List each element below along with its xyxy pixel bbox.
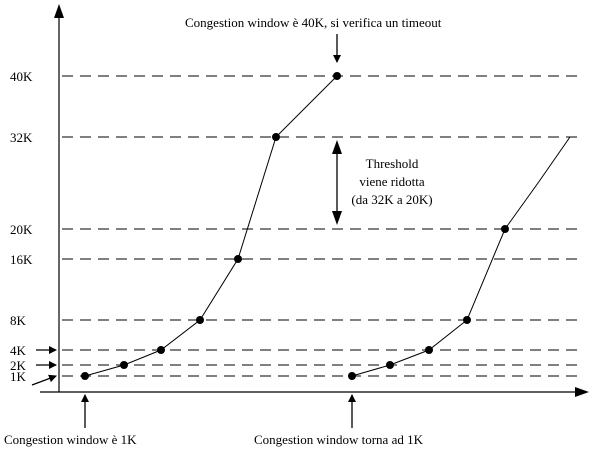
- series-line-1: [84, 75, 338, 377]
- data-point-s1-1: [81, 372, 89, 380]
- y-tick-label-8K: 8K: [10, 313, 27, 328]
- series-line-2: [351, 136, 571, 377]
- x-axis-arrowhead: [575, 387, 589, 397]
- annotation-timeout: Congestion window è 40K, si verifica un …: [185, 15, 442, 30]
- data-point-s2-1: [348, 372, 356, 380]
- data-point-s1-2: [120, 361, 128, 369]
- y-tick-label-4K: 4K: [10, 343, 27, 358]
- threshold-arrowhead-down: [332, 211, 342, 225]
- data-point-s1-4: [196, 316, 204, 324]
- y-tick-arrow-1K: [31, 374, 57, 386]
- data-point-s2-4: [463, 316, 471, 324]
- data-points: [81, 72, 509, 380]
- data-point-s1-3: [157, 346, 165, 354]
- y-tick-label-16K: 16K: [10, 252, 33, 267]
- y-tick-label-2K: 2K: [10, 358, 27, 373]
- data-point-s2-3: [425, 346, 433, 354]
- data-point-s1-6: [272, 133, 280, 141]
- y-tick-label-1K: 1K: [10, 369, 27, 384]
- data-point-s2-5: [501, 225, 509, 233]
- annotation-start-label: Congestion window è 1K: [4, 432, 137, 447]
- threshold-label-3: (da 32K a 20K): [351, 192, 432, 207]
- data-point-s1-5: [234, 255, 242, 263]
- gridlines: [62, 75, 578, 377]
- y-axis-arrowhead: [54, 4, 64, 18]
- y-tick-label-20K: 20K: [10, 222, 33, 237]
- y-tick-label-40K: 40K: [10, 69, 33, 84]
- series-lines: [84, 75, 571, 377]
- annotation-restart-label: Congestion window torna ad 1K: [254, 432, 424, 447]
- y-tick-label-32K: 32K: [10, 130, 33, 145]
- threshold-label-1: Threshold: [366, 156, 419, 171]
- threshold-arrowhead-up: [332, 140, 342, 154]
- data-point-s2-2: [386, 361, 394, 369]
- threshold-label-2: viene ridotta: [359, 174, 425, 189]
- data-point-s1-7: [333, 72, 341, 80]
